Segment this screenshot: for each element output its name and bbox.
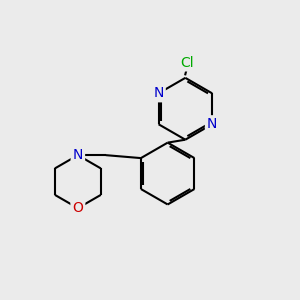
Text: Cl: Cl	[180, 56, 194, 70]
Text: N: N	[73, 148, 83, 162]
Text: N: N	[153, 86, 164, 100]
Text: N: N	[207, 117, 217, 131]
Text: O: O	[72, 201, 83, 215]
